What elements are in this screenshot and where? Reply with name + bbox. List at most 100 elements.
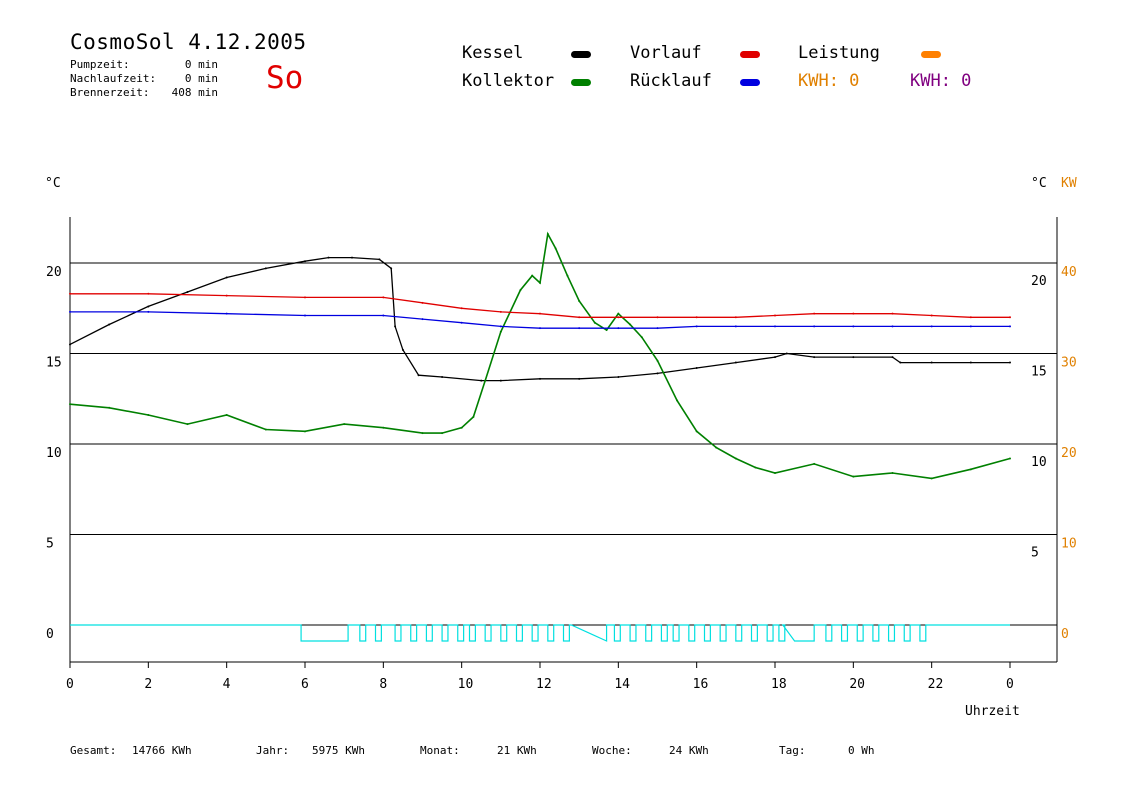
- legend-leistung-swatch: [921, 51, 941, 58]
- data-point-vorlauf: [891, 312, 894, 315]
- data-point-kollektor: [519, 289, 522, 292]
- data-point-kessel: [480, 379, 483, 382]
- data-point-kollektor: [774, 471, 776, 474]
- data-point-ruecklauf: [421, 318, 424, 321]
- y-kw-tick-label: 20: [1061, 446, 1077, 461]
- data-point-vorlauf: [225, 294, 228, 297]
- legend-leistung-label: Leistung: [798, 43, 880, 63]
- data-point-kessel: [304, 260, 306, 263]
- data-point-kessel: [969, 361, 972, 364]
- x-tick-label: 22: [928, 677, 944, 692]
- data-point-kollektor: [676, 399, 679, 402]
- data-point-vorlauf: [578, 316, 581, 319]
- data-point-kessel: [1009, 361, 1011, 364]
- footer-jahr-value: 5975 KWh: [312, 744, 365, 757]
- data-point-kessel: [351, 256, 353, 259]
- data-point-kollektor: [715, 446, 718, 449]
- data-point-kollektor: [69, 403, 71, 406]
- y-left-tick-label: 20: [46, 265, 62, 280]
- data-point-kollektor: [629, 323, 632, 326]
- brennerzeit-label: Brennerzeit:: [70, 86, 150, 99]
- data-point-kollektor: [969, 468, 972, 471]
- series-line-kollektor: [69, 231, 1011, 480]
- data-point-kollektor: [554, 247, 557, 250]
- data-point-kessel: [378, 258, 381, 261]
- data-point-vorlauf: [734, 316, 737, 319]
- data-point-kessel: [617, 376, 620, 379]
- y-right-tick-label: 5: [1031, 546, 1039, 561]
- data-point-kollektor: [421, 432, 424, 435]
- x-tick-label: 8: [379, 677, 387, 692]
- data-point-ruecklauf: [617, 327, 620, 330]
- legend-ruecklauf-swatch: [740, 79, 760, 86]
- y-kw-tick-label: 40: [1061, 265, 1077, 280]
- data-point-kollektor: [499, 330, 502, 333]
- data-point-vorlauf: [852, 312, 855, 315]
- data-point-ruecklauf: [969, 325, 972, 328]
- data-point-kessel: [891, 356, 894, 359]
- y-kw-tick-label: 10: [1061, 537, 1077, 552]
- data-point-kollektor: [593, 321, 596, 324]
- data-point-vorlauf: [813, 312, 816, 315]
- data-point-kollektor: [472, 415, 475, 418]
- data-point-ruecklauf: [852, 325, 855, 328]
- data-point-kollektor: [1009, 457, 1011, 460]
- legend-kollektor-swatch: [571, 79, 591, 86]
- data-point-vorlauf: [421, 301, 424, 304]
- data-point-kollektor: [930, 477, 933, 480]
- data-point-kollektor: [186, 423, 189, 426]
- data-point-ruecklauf: [695, 325, 698, 328]
- data-point-kessel: [785, 352, 788, 355]
- data-point-ruecklauf: [539, 327, 541, 330]
- data-point-kollektor: [695, 430, 698, 433]
- data-point-kollektor: [441, 432, 444, 435]
- y-kw-tick-label: 30: [1061, 356, 1077, 371]
- footer-gesamt-label: Gesamt:: [70, 744, 117, 757]
- data-point-kollektor: [734, 457, 737, 460]
- data-point-kollektor: [304, 430, 306, 433]
- footer-woche-value: 24 KWh: [669, 744, 709, 757]
- data-point-vorlauf: [69, 292, 71, 295]
- data-point-kessel: [539, 377, 541, 380]
- data-point-kollektor: [382, 426, 385, 429]
- data-point-vorlauf: [695, 316, 698, 319]
- footer-gesamt-value: 14766 KWh: [132, 744, 192, 757]
- data-point-kollektor: [640, 336, 643, 339]
- data-point-kessel: [147, 305, 150, 308]
- data-point-ruecklauf: [891, 325, 894, 328]
- x-tick-label: 14: [614, 677, 630, 692]
- data-point-vorlauf: [539, 312, 541, 315]
- data-point-kessel: [774, 356, 776, 359]
- footer-tag-label: Tag:: [779, 744, 806, 757]
- x-tick-label: 2: [144, 677, 152, 692]
- data-point-ruecklauf: [930, 325, 933, 328]
- data-point-kessel: [695, 366, 698, 369]
- data-point-vorlauf: [969, 316, 972, 319]
- data-point-kollektor: [617, 312, 620, 315]
- data-point-vorlauf: [656, 316, 659, 319]
- data-point-kollektor: [605, 328, 608, 331]
- footer-tag-value: 0 Wh: [848, 744, 875, 757]
- legend-kwh-orange: KWH: 0: [798, 71, 860, 91]
- data-point-vorlauf: [499, 310, 502, 313]
- footer-monat-label: Monat:: [420, 744, 460, 757]
- data-point-kessel: [852, 356, 855, 359]
- data-point-kessel: [108, 323, 111, 326]
- pumpzeit-value: 0 min: [184, 58, 218, 71]
- data-point-kollektor: [656, 359, 659, 362]
- data-point-kollektor: [578, 300, 581, 303]
- data-point-kessel: [401, 348, 404, 351]
- pumpzeit-label: Pumpzeit:: [70, 58, 130, 71]
- data-point-kessel: [390, 267, 393, 270]
- y-right-tick-label: 20: [1031, 274, 1047, 289]
- y-unit-right: °C: [1031, 176, 1047, 191]
- x-tick-label: 10: [458, 677, 474, 692]
- data-point-kollektor: [852, 475, 855, 478]
- data-point-kollektor: [147, 414, 150, 417]
- data-point-kollektor: [754, 466, 757, 469]
- data-point-kollektor: [343, 423, 346, 426]
- data-point-kessel: [499, 379, 502, 382]
- x-axis-label: Uhrzeit: [965, 704, 1020, 719]
- data-point-kessel: [69, 343, 71, 346]
